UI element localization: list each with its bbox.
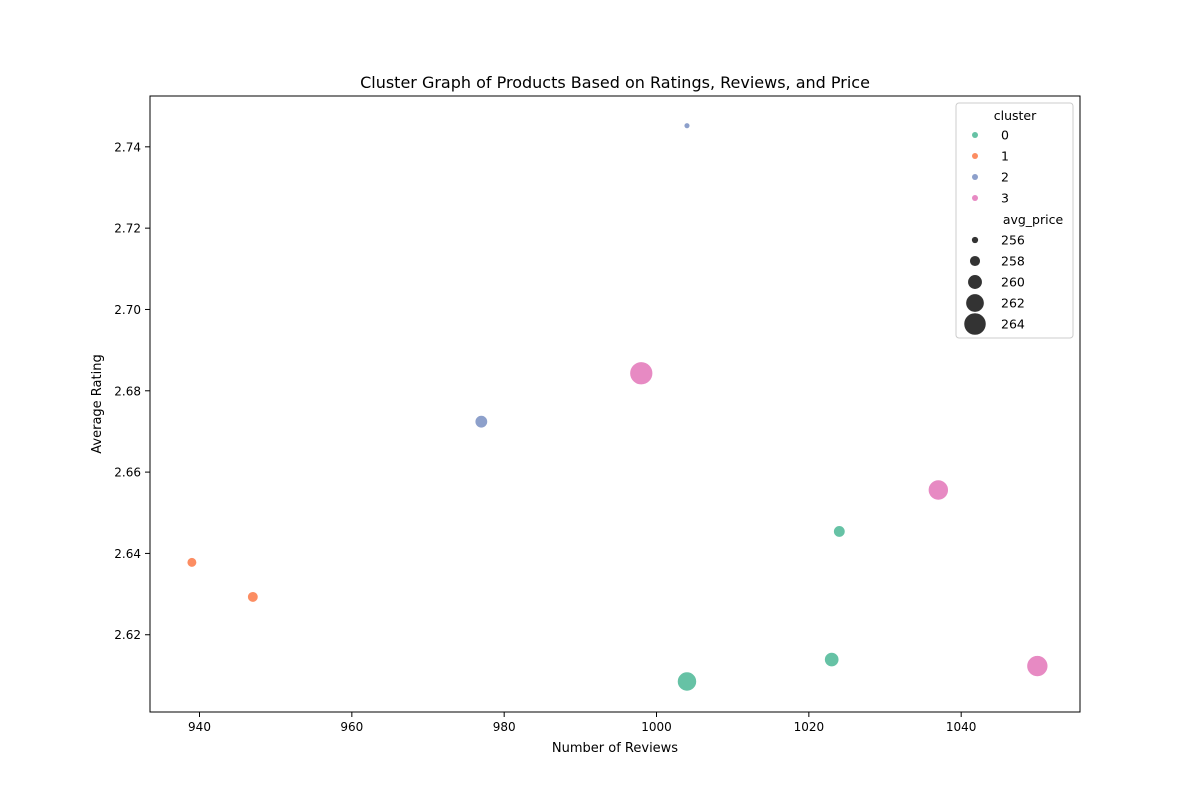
legend-cluster-marker: [972, 132, 978, 138]
legend-box: [955, 102, 1074, 339]
x-axis-ticks: 940 960 980 1000 1020 1040: [188, 712, 976, 734]
chart-title: Cluster Graph of Products Based on Ratin…: [360, 73, 870, 92]
x-tick-label: 940: [188, 720, 211, 734]
x-tick-label: 980: [493, 720, 516, 734]
legend-cluster-label: 2: [1001, 170, 1009, 185]
legend-size-marker: [967, 274, 983, 290]
legend-size-marker: [971, 236, 979, 244]
data-point-cluster-2: [474, 414, 489, 429]
legend-size-label: 262: [1001, 296, 1025, 311]
legend-size-label: 258: [1001, 254, 1025, 269]
data-point-cluster-0: [676, 671, 698, 692]
x-axis-label: Number of Reviews: [552, 741, 678, 756]
y-tick-label: 2.70: [114, 303, 141, 317]
legend-hue-title: cluster: [994, 108, 1037, 123]
data-point-cluster-3: [927, 479, 949, 501]
x-tick-label: 1020: [794, 720, 825, 734]
data-point-cluster-0: [833, 525, 846, 538]
data-point-cluster-2: [683, 122, 691, 130]
legend-cluster-label: 0: [1001, 128, 1009, 143]
legend-cluster-marker: [972, 153, 978, 159]
y-tick-label: 2.64: [114, 547, 141, 561]
legend-size-marker: [963, 312, 987, 336]
plot-frame: [149, 95, 1081, 713]
y-tick-label: 2.62: [114, 628, 141, 642]
legend: cluster 0 1 2 3 avg_price 256 258 260 262 264: [955, 102, 1074, 339]
legend-size-marker: [965, 293, 985, 313]
legend-cluster-label: 3: [1001, 191, 1009, 206]
y-axis-label: Average Rating: [90, 354, 105, 453]
data-point-cluster-1: [186, 557, 198, 568]
data-point-cluster-3: [629, 361, 654, 386]
legend-cluster-label: 1: [1001, 149, 1009, 164]
legend-cluster-marker: [972, 174, 978, 180]
y-tick-label: 2.72: [114, 222, 141, 236]
legend-size-label: 260: [1001, 275, 1025, 290]
y-tick-label: 2.74: [114, 140, 141, 154]
y-tick-label: 2.68: [114, 384, 141, 398]
legend-size-label: 264: [1001, 317, 1025, 332]
data-point-cluster-3: [1026, 655, 1049, 678]
legend-size-title: avg_price: [1003, 212, 1064, 227]
x-tick-label: 960: [340, 720, 363, 734]
data-point-cluster-1: [247, 591, 259, 603]
legend-size-label: 256: [1001, 233, 1025, 248]
legend-size-marker: [969, 255, 981, 267]
y-tick-label: 2.66: [114, 466, 141, 480]
x-tick-label: 1040: [946, 720, 977, 734]
data-point-cluster-0: [824, 651, 840, 668]
x-tick-label: 1000: [641, 720, 672, 734]
legend-cluster-marker: [972, 195, 978, 201]
data-points: [186, 122, 1049, 692]
y-axis-ticks: 2.62 2.64 2.66 2.68 2.70 2.72 2.74: [114, 140, 150, 642]
